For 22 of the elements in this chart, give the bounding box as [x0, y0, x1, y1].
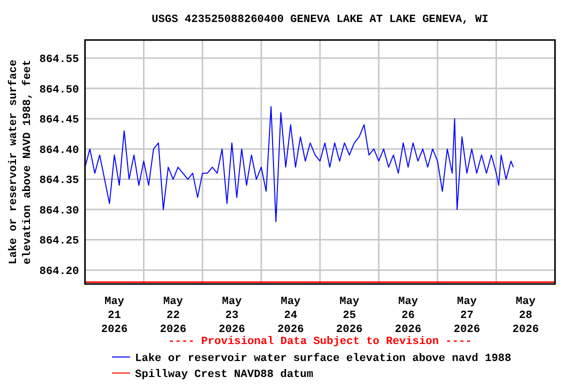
- y-tick-label: 864.30: [39, 205, 79, 218]
- x-tick-label: May 28 2026: [512, 296, 539, 336]
- chart-title: USGS 423525088260400 GENEVA LAKE AT LAKE GENEVA, WI: [152, 14, 488, 26]
- x-tick-label: May 21 2026: [101, 296, 128, 336]
- y-tick-label: 864.20: [39, 266, 79, 278]
- legend-label: Spillway Crest NAVD88 datum: [135, 368, 314, 381]
- y-tick-label: 864.40: [39, 144, 79, 157]
- line-series: [84, 106, 514, 222]
- text: ---- Provisional Data Subject to Revision ----: [168, 336, 472, 348]
- y-tick-label: 864.45: [39, 114, 80, 127]
- legend-label: Lake or reservoir water surface elevation above navd 1988: [135, 352, 512, 365]
- y-tick-label: 864.50: [39, 84, 79, 96]
- y-axis-title: Lake or reservoir water surface elevation above NAVD 1988, feet: [7, 59, 34, 264]
- x-tick-label: May 27 2026: [454, 296, 480, 336]
- x-tick-label: May 23 2026: [218, 296, 246, 336]
- x-tick-label: May 25 2026: [336, 296, 363, 336]
- x-tick-label: May 22 2026: [160, 296, 186, 336]
- y-tick-label: 864.35: [39, 175, 80, 188]
- x-tick-label: May 26 2026: [394, 296, 422, 336]
- y-tick-label: 864.25: [39, 236, 80, 248]
- x-tick-label: May 24 2026: [277, 296, 304, 336]
- y-tick-label: 864.55: [39, 54, 80, 66]
